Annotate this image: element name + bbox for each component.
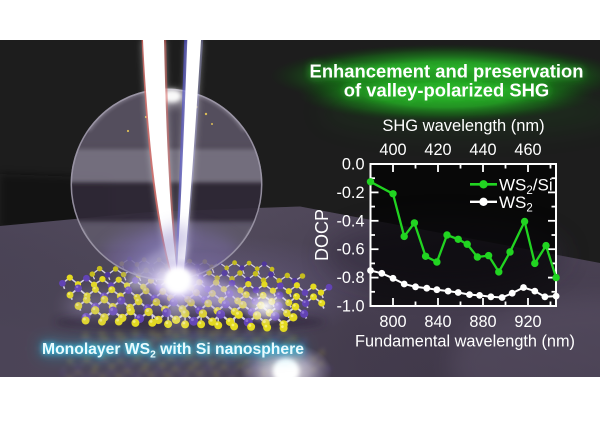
svg-text:-0.8: -0.8	[336, 269, 364, 287]
svg-text:-0.6: -0.6	[336, 241, 364, 259]
svg-text:WS2: WS2	[499, 193, 533, 214]
svg-text:920: 920	[514, 313, 541, 331]
svg-text:SHG wavelength (nm): SHG wavelength (nm)	[382, 117, 544, 135]
svg-text:Monolayer WS2 with Si nanosphe: Monolayer WS2 with Si nanosphere	[42, 341, 304, 360]
svg-text:WS2/Si: WS2/Si	[499, 176, 553, 197]
svg-text:840: 840	[424, 313, 451, 331]
svg-text:-0.2: -0.2	[336, 184, 364, 202]
svg-text:440: 440	[469, 141, 496, 159]
svg-text:-1.0: -1.0	[336, 298, 364, 316]
svg-text:Enhancement and preservation: Enhancement and preservation	[310, 61, 584, 82]
svg-text:420: 420	[424, 141, 451, 159]
svg-text:400: 400	[379, 141, 406, 159]
svg-text:880: 880	[469, 313, 496, 331]
svg-text:-0.4: -0.4	[336, 212, 364, 230]
svg-text:Enhancement and preservation: Enhancement and preservation	[310, 61, 584, 82]
svg-text:DOCP: DOCP	[312, 209, 332, 261]
svg-text:460: 460	[514, 141, 541, 159]
svg-text:of valley-polarized SHG: of valley-polarized SHG	[344, 80, 549, 101]
svg-text:800: 800	[379, 313, 406, 331]
svg-text:Monolayer WS2 with Si nanosphe: Monolayer WS2 with Si nanosphere	[42, 341, 304, 360]
svg-text:Monolayer WS2 with Si nanosphe: Monolayer WS2 with Si nanosphere	[42, 341, 304, 360]
svg-text:Monolayer WS2 with Si nanosphe: Monolayer WS2 with Si nanosphere	[42, 341, 304, 360]
svg-text:Fundamental wavelength (nm): Fundamental wavelength (nm)	[355, 333, 575, 351]
svg-text:of valley-polarized SHG: of valley-polarized SHG	[344, 80, 549, 101]
svg-text:0.0: 0.0	[342, 156, 365, 174]
